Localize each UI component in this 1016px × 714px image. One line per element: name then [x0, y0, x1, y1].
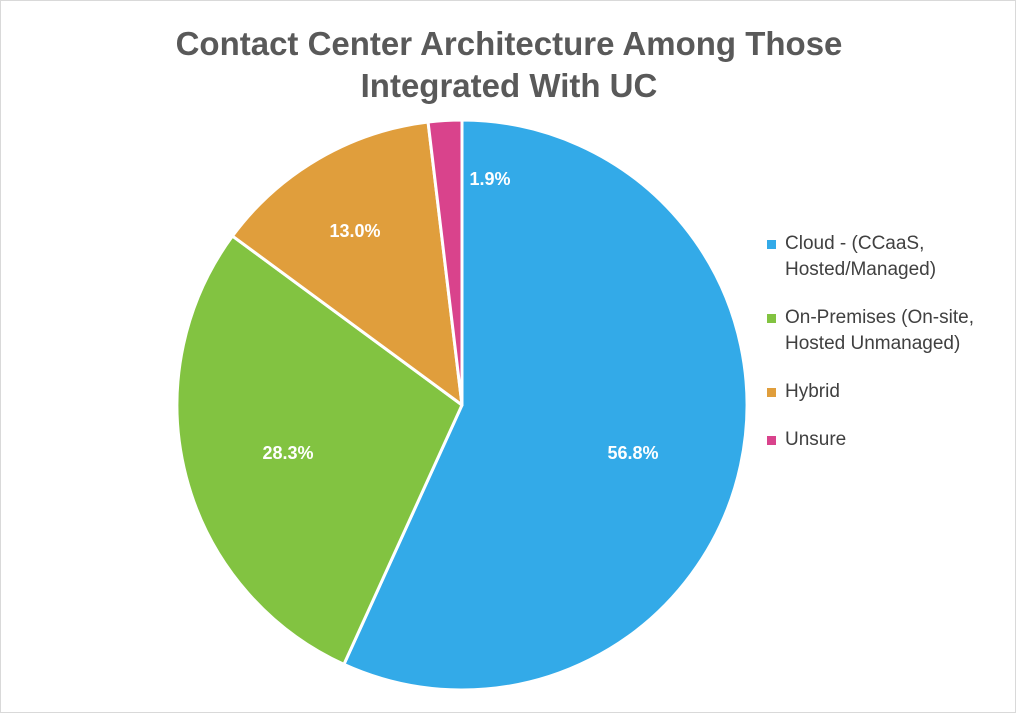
- legend-label-cloud-2: Hosted/Managed): [785, 259, 937, 280]
- legend-swatch-cloud: [767, 240, 776, 249]
- legend: Cloud - (CCaaS, Hosted/Managed) On-Premi…: [767, 231, 1016, 475]
- legend-item-hybrid: Hybrid: [767, 379, 1016, 405]
- chart-title-line-2: Integrated With UC: [360, 67, 658, 104]
- legend-item-cloud: Cloud - (CCaaS, Hosted/Managed): [767, 231, 1016, 283]
- legend-label-on-premises-2: Hosted Unmanaged): [785, 333, 961, 354]
- legend-swatch-on-premises: [767, 314, 776, 323]
- legend-item-on-premises: On-Premises (On-site, Hosted Unmanaged): [767, 305, 1016, 357]
- pie-slice-hybrid: [230, 120, 464, 407]
- legend-label-unsure: Unsure: [785, 429, 847, 450]
- legend-label-on-premises-1: On-Premises (On-site,: [785, 307, 974, 328]
- legend-item-unsure: Unsure: [767, 427, 1016, 453]
- legend-swatch-unsure: [767, 436, 776, 445]
- pie-slice-unsure: [426, 118, 464, 407]
- data-label-hybrid: 13.0%: [329, 221, 380, 241]
- chart-title-line-1: Contact Center Architecture Among Those: [175, 25, 843, 62]
- legend-label-cloud-1: Cloud - (CCaaS,: [785, 233, 925, 254]
- data-label-on-premises: 28.3%: [262, 443, 313, 463]
- legend-label-hybrid: Hybrid: [785, 381, 840, 402]
- pie-slice-cloud: [342, 118, 749, 692]
- pie-slice-on-premises: [175, 234, 464, 666]
- data-label-cloud: 56.8%: [607, 443, 658, 463]
- data-label-unsure: 1.9%: [469, 169, 510, 189]
- legend-swatch-hybrid: [767, 388, 776, 397]
- chart-title: Contact Center Architecture Among Those …: [1, 23, 1016, 107]
